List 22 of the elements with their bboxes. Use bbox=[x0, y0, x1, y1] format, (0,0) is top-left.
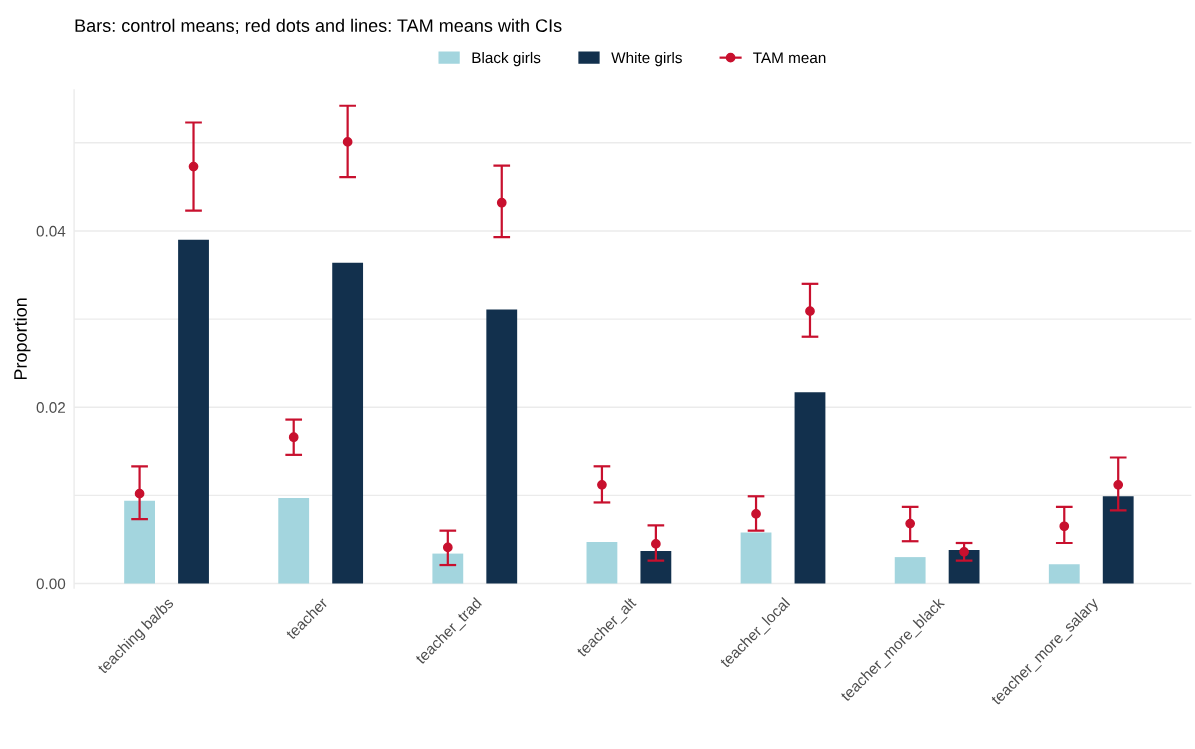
bar bbox=[794, 392, 826, 584]
legend-label: TAM mean bbox=[753, 52, 826, 64]
bar bbox=[178, 239, 209, 584]
bar bbox=[278, 498, 310, 584]
bar bbox=[640, 550, 672, 584]
bar bbox=[1048, 564, 1080, 584]
y-tick-label: 0.04 bbox=[36, 225, 66, 237]
bar bbox=[586, 542, 618, 584]
legend-label: Black girls bbox=[472, 51, 541, 67]
bar bbox=[124, 500, 155, 584]
y-tick-label: 0.00 bbox=[36, 578, 66, 590]
bar bbox=[948, 550, 980, 584]
bar bbox=[432, 553, 464, 584]
bar bbox=[894, 557, 926, 584]
bar bbox=[740, 532, 772, 584]
chart-title: Bars: control means; red dots and lines: TAM means with CIs bbox=[75, 18, 562, 35]
y-axis-title: Proportion bbox=[13, 298, 31, 380]
bar bbox=[332, 262, 364, 584]
legend-label: White girls bbox=[611, 51, 682, 67]
y-tick-label: 0.02 bbox=[36, 402, 65, 413]
bar bbox=[486, 309, 518, 584]
bar bbox=[1102, 496, 1134, 584]
